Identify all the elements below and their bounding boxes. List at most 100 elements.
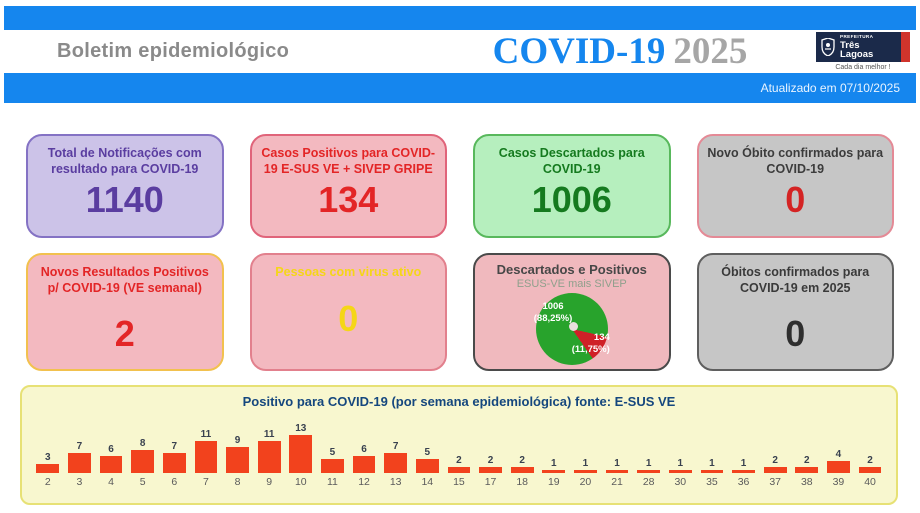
x-tick-label: 11 (326, 476, 338, 488)
updated-band: Atualizado em 07/10/2025 (4, 73, 916, 103)
card-value: 134 (318, 179, 379, 221)
bar-week-20: 1 20 (570, 411, 602, 489)
x-tick-label: 12 (358, 476, 370, 488)
bar (510, 467, 534, 473)
bar-value-label: 2 (804, 455, 810, 467)
x-tick-label: 4 (108, 476, 114, 488)
card-value: 1140 (85, 179, 164, 221)
bar-chart-plot-area: 3 2 7 3 6 4 8 5 7 6 11 7 9 8 11 9 13 10 5 11 6 12 7 13 5 14 2 15 2 17… (32, 411, 886, 489)
card-title: Pessoas com virus ativo (275, 265, 422, 279)
bar-week-9: 11 9 (253, 411, 285, 489)
bar (542, 469, 566, 473)
pie-label-descartados: 1006 (88,25%) (533, 301, 573, 325)
x-tick-label: 17 (484, 476, 497, 488)
header: Boletim epidemiológico COVID-19 2025 PREF… (0, 30, 920, 73)
bar (321, 458, 344, 473)
bar-value-label: 7 (392, 440, 399, 452)
bar (257, 441, 281, 473)
bar-week-30: 1 30 (665, 411, 697, 489)
bar (668, 469, 692, 473)
bar-value-label: 2 (519, 455, 525, 467)
x-tick-label: 2 (44, 476, 51, 488)
x-tick-label: 28 (642, 476, 655, 488)
x-tick-label: 6 (171, 476, 178, 488)
x-tick-label: 18 (516, 476, 529, 488)
bar-week-13: 7 13 (380, 411, 412, 489)
bar-week-36: 1 36 (728, 411, 760, 489)
bar-week-12: 6 12 (348, 411, 380, 489)
x-tick-label: 8 (234, 476, 241, 488)
card-title: Novos Resultados Positivos p/ COVID-19 (… (40, 265, 209, 295)
card-value: 0 (785, 179, 806, 221)
card-value: 0 (785, 313, 806, 355)
x-tick-label: 21 (611, 476, 623, 488)
card-value: 1006 (531, 179, 612, 221)
bar-value-label: 1 (740, 457, 747, 469)
bar-chart-title: Positivo para COVID-19 (por semana epide… (242, 394, 676, 409)
bar-value-label: 11 (200, 429, 212, 441)
x-tick-label: 3 (76, 476, 83, 488)
logo-text: PREFEITURA Três Lagoas (840, 35, 873, 59)
weekly-bar-chart-panel: Positivo para COVID-19 (por semana epide… (20, 385, 898, 505)
x-tick-label: 13 (389, 476, 402, 488)
card-title: Novo Óbito confirmados para COVID-19 (707, 146, 884, 176)
bar (605, 469, 629, 473)
bar-value-label: 2 (867, 455, 873, 467)
year-label: 2025 (673, 31, 748, 72)
x-tick-label: 40 (864, 476, 876, 488)
bar-week-21: 1 21 (601, 411, 633, 489)
card-title: Casos Descartados para COVID-19 (498, 146, 645, 176)
x-tick-label: 35 (706, 476, 718, 488)
bar (827, 461, 850, 473)
pie-chart-wrap: 1006 (88,25%) 134 (11,75%) (533, 293, 610, 366)
bar-value-label: 6 (108, 443, 114, 455)
page-title: COVID-19 2025 (493, 30, 748, 73)
coat-of-arms-icon (820, 37, 836, 57)
bar (415, 458, 439, 473)
bar-week-10: 13 10 (285, 411, 317, 489)
updated-date-label: Atualizado em 07/10/2025 (760, 81, 900, 95)
bar-value-label: 5 (329, 446, 336, 458)
bar-value-label: 9 (234, 434, 241, 446)
bar-value-label: 2 (772, 455, 778, 467)
bar-value-label: 13 (295, 423, 307, 435)
card-obitos-2025: Óbitos confirmados para COVID-19 em 2025… (696, 253, 894, 371)
card-title: Óbitos confirmados para COVID-19 em 2025 (721, 265, 870, 295)
bar (194, 441, 218, 473)
logo-prefeitura-label: PREFEITURA (840, 34, 874, 40)
bar (732, 469, 755, 473)
bar (384, 452, 408, 473)
bar-value-label: 2 (456, 455, 462, 467)
logo-box: PREFEITURA Três Lagoas (816, 32, 910, 62)
logo-tagline: Cada dia melhor ! (835, 64, 891, 71)
bar-value-label: 1 (582, 457, 589, 469)
x-tick-label: 15 (453, 476, 465, 488)
bar (131, 449, 155, 473)
card-casos-descartados: Casos Descartados para COVID-19 1006 (473, 134, 671, 238)
bar-value-label: 2 (487, 455, 494, 467)
x-tick-label: 36 (737, 476, 750, 488)
pie-chart-subtitle: ESUS-VE mais SIVEP (516, 278, 627, 291)
bar-week-28: 1 28 (633, 411, 665, 489)
x-tick-label: 39 (832, 476, 845, 488)
bar-week-39: 4 39 (823, 411, 855, 489)
bar-value-label: 8 (139, 437, 146, 449)
bar-value-label: 1 (709, 457, 715, 469)
bar-week-15: 2 15 (443, 411, 475, 489)
card-value: 0 (338, 297, 359, 339)
bulletin-subtitle: Boletim epidemiológico (57, 40, 290, 62)
bar-week-35: 1 35 (696, 411, 728, 489)
bar-value-label: 7 (171, 440, 178, 452)
x-tick-label: 20 (579, 476, 592, 488)
top-blue-bar (4, 6, 916, 30)
x-tick-label: 19 (547, 476, 560, 488)
bar-week-11: 5 11 (317, 411, 349, 489)
bar-week-7: 11 7 (190, 411, 222, 489)
bar-value-label: 1 (614, 457, 620, 469)
bar (162, 452, 186, 473)
x-tick-label: 9 (266, 476, 273, 488)
